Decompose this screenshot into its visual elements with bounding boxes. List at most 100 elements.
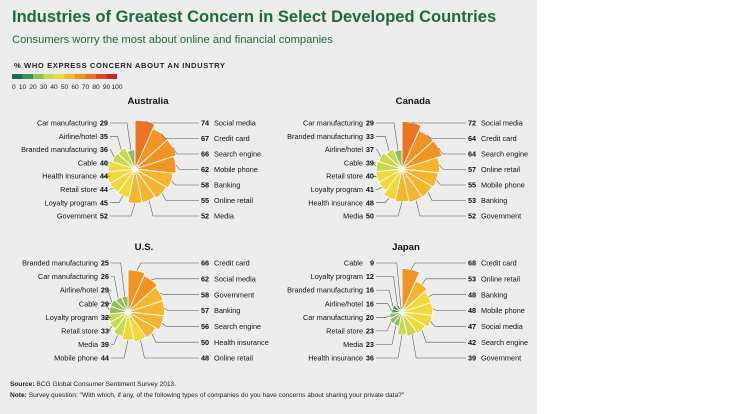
leader-line <box>432 308 466 311</box>
category-label: Banking <box>481 290 507 299</box>
category-label: Branded manufacturing <box>287 286 363 295</box>
wedge <box>127 300 165 317</box>
leader-line <box>428 294 466 297</box>
country-title: Japan <box>392 242 420 253</box>
leader-line <box>105 303 111 311</box>
category-label: Media <box>78 340 99 349</box>
wedge <box>120 295 129 313</box>
legend-swatch <box>96 74 107 79</box>
value-label: 41 <box>366 185 374 194</box>
value-label: 66 <box>201 150 209 159</box>
category-label: Banking <box>214 181 240 190</box>
value-label: 20 <box>366 313 374 322</box>
leader-line <box>427 192 466 201</box>
value-label: 16 <box>366 286 374 295</box>
leader-line <box>110 195 124 203</box>
category-label: Credit card <box>481 134 517 143</box>
category-label: Online retail <box>481 274 520 283</box>
leader-line <box>436 180 466 186</box>
wedge <box>401 140 443 170</box>
wedge <box>134 168 168 199</box>
category-label: Government <box>57 212 97 221</box>
value-label: 48 <box>468 290 476 299</box>
value-label: 48 <box>366 198 374 207</box>
category-label: Loyalty program <box>46 313 98 322</box>
value-label: 9 <box>370 259 374 268</box>
legend-tick-label: 40 <box>50 84 58 91</box>
category-label: Retail store <box>60 185 97 194</box>
chart-subtitle: Consumers worry the most about online an… <box>12 34 333 46</box>
category-label: Mobile phone <box>214 165 258 174</box>
value-label: 52 <box>201 212 209 221</box>
legend-swatch <box>64 74 75 79</box>
category-label: Online retail <box>481 165 520 174</box>
category-label: Car manufacturing <box>303 313 363 322</box>
category-label: Social media <box>214 274 257 283</box>
legend-tick-label: 70 <box>82 84 90 91</box>
category-label: Banking <box>214 306 240 315</box>
leader-line <box>376 262 402 307</box>
category-label: Media <box>214 212 235 221</box>
leader-line <box>103 162 110 167</box>
chart-panel: Industries of Greatest Concern in Select… <box>0 0 537 414</box>
leader-line <box>107 289 113 303</box>
legend-swatch <box>43 74 54 79</box>
leader-line <box>376 136 390 152</box>
wedge <box>401 168 423 204</box>
value-label: 52 <box>100 212 108 221</box>
legend-tick-label: 90 <box>103 84 111 91</box>
leader-line <box>430 321 466 327</box>
leader-line <box>376 334 403 359</box>
wedge <box>401 156 441 174</box>
category-label: Airline/hotel <box>325 299 364 308</box>
value-label: 55 <box>201 196 209 205</box>
leader-line <box>111 334 119 345</box>
legend-swatch <box>33 74 44 79</box>
value-label: 57 <box>468 165 476 174</box>
polar-chart-u-s: U.S. 66 Credit card 62 Social media 58 Governm… <box>22 242 269 363</box>
leader-line <box>376 197 390 203</box>
category-label: Government <box>481 212 521 221</box>
leader-line <box>376 122 399 151</box>
wedge <box>375 160 403 173</box>
category-label: Government <box>214 290 254 299</box>
value-label: 57 <box>201 306 209 315</box>
survey-note: Note: Survey question: "With which, if a… <box>10 392 404 399</box>
value-label: 39 <box>468 354 476 363</box>
legend-swatch <box>75 74 86 79</box>
legend-tick-label: 30 <box>40 84 48 91</box>
leader-line <box>376 201 403 217</box>
category-label: Social media <box>481 322 524 331</box>
leader-line <box>160 133 199 139</box>
category-label: Car manufacturing <box>303 119 363 128</box>
wedge <box>401 311 418 337</box>
legend-swatch <box>85 74 96 79</box>
leader-line <box>164 307 199 311</box>
leader-line <box>410 262 466 270</box>
category-label: Online retail <box>214 196 253 205</box>
category-label: Search engine <box>214 322 261 331</box>
category-label: Search engine <box>481 338 528 347</box>
value-label: 26 <box>101 272 109 281</box>
leader-line <box>111 276 119 299</box>
note-text: Survey question: "With which, if any, of… <box>26 392 405 399</box>
category-label: Mobile phone <box>54 354 98 363</box>
leader-line <box>421 278 466 285</box>
category-label: Cable <box>344 158 363 167</box>
value-label: 42 <box>468 338 476 347</box>
wedge <box>388 311 403 320</box>
value-label: 39 <box>101 340 109 349</box>
value-label: 37 <box>366 145 374 154</box>
leader-line <box>376 276 398 306</box>
category-label: Retail store <box>326 172 363 181</box>
leader-line <box>151 278 199 281</box>
value-label: 50 <box>366 212 374 221</box>
category-label: Loyalty program <box>45 198 97 207</box>
country-title: U.S. <box>135 242 154 253</box>
wedge <box>121 311 135 341</box>
value-label: 45 <box>100 198 108 207</box>
value-label: 12 <box>366 272 374 281</box>
polar-charts: Australia 74 Social media 67 Credit card 66 Se… <box>21 96 528 363</box>
leader-line <box>161 193 199 201</box>
leader-line <box>376 325 397 345</box>
